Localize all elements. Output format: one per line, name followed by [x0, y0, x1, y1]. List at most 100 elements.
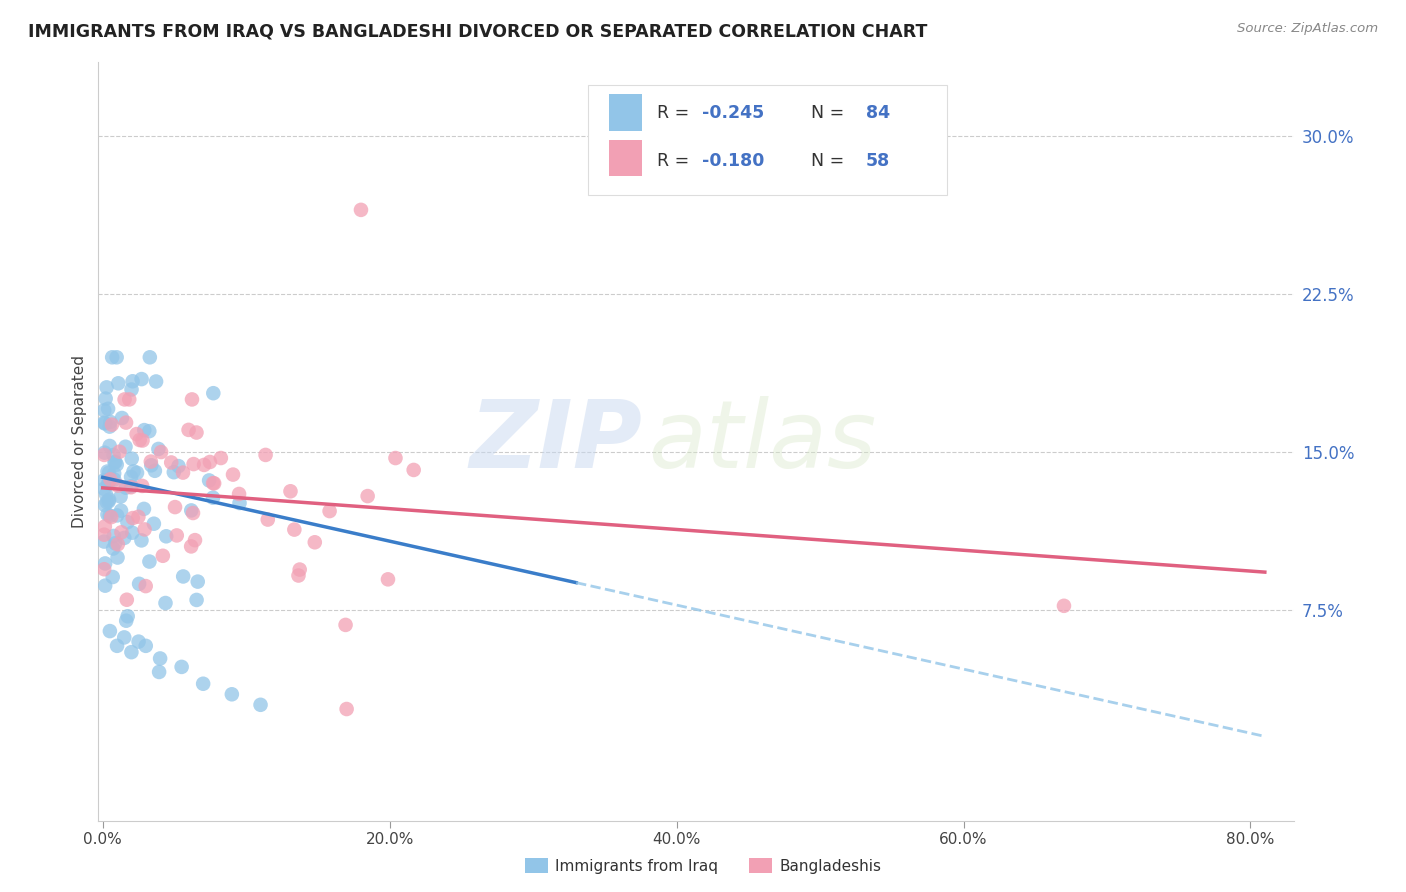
Point [134, 523, 156, 537]
Text: atlas: atlas [648, 396, 876, 487]
Point [128, 433, 150, 447]
Point [112, 531, 135, 545]
Point [120, 480, 142, 494]
Point [131, 372, 153, 386]
Point [96, 495, 118, 509]
Point [318, 504, 340, 518]
Point [143, 464, 166, 478]
Point [170, 660, 193, 674]
Point [96, 380, 118, 394]
Point [101, 417, 124, 432]
Point [145, 375, 167, 389]
Point [107, 550, 129, 565]
Point [98, 472, 121, 486]
Point [108, 444, 131, 458]
Point [336, 702, 359, 716]
Text: Source: ZipAtlas.com: Source: ZipAtlas.com [1237, 22, 1378, 36]
Point [128, 576, 150, 591]
Point [141, 458, 163, 473]
Point [201, 491, 224, 505]
Point [110, 503, 132, 517]
Point [98, 624, 121, 639]
Point [96, 465, 118, 479]
Point [94, 557, 117, 571]
Point [98, 466, 121, 480]
Point [120, 470, 142, 484]
Point [209, 450, 232, 465]
Point [287, 568, 309, 582]
Point [112, 631, 135, 645]
Point [98, 415, 121, 429]
Point [114, 440, 136, 454]
Point [283, 523, 305, 537]
Point [186, 425, 208, 440]
Point [249, 698, 271, 712]
Point [98, 474, 121, 488]
Point [131, 479, 153, 493]
Point [138, 555, 160, 569]
Point [94, 487, 117, 501]
Point [402, 463, 425, 477]
Point [228, 487, 250, 501]
Point [103, 448, 125, 462]
Point [150, 445, 173, 459]
Point [125, 466, 148, 480]
Point [384, 451, 406, 466]
Point [148, 442, 170, 456]
Point [121, 451, 143, 466]
Point [288, 563, 311, 577]
Point [304, 535, 326, 549]
Point [114, 392, 136, 407]
Point [127, 509, 149, 524]
Point [121, 383, 143, 397]
Point [98, 492, 121, 507]
Point [107, 537, 129, 551]
Point [139, 351, 162, 365]
Point [93, 482, 115, 496]
Point [202, 476, 225, 491]
Point [93, 448, 115, 462]
Point [110, 490, 132, 504]
Point [180, 540, 202, 554]
Point [191, 677, 214, 691]
Point [139, 454, 162, 468]
Text: -0.180: -0.180 [702, 152, 765, 170]
Point [103, 473, 125, 487]
Bar [609, 140, 643, 177]
Point [138, 424, 160, 438]
Point [97, 401, 120, 416]
Point [149, 651, 172, 665]
Point [183, 457, 205, 471]
Point [152, 549, 174, 563]
Point [221, 687, 243, 701]
Point [103, 455, 125, 469]
Y-axis label: Divorced or Separated: Divorced or Separated [72, 355, 87, 528]
Text: 84: 84 [866, 104, 890, 122]
Point [104, 536, 127, 550]
Point [94, 519, 117, 533]
Point [120, 645, 142, 659]
Point [121, 479, 143, 493]
Point [181, 392, 204, 407]
Point [155, 596, 177, 610]
Point [115, 592, 138, 607]
Bar [609, 95, 643, 130]
Point [187, 574, 209, 589]
Point [105, 639, 128, 653]
Point [193, 458, 215, 472]
Point [97, 476, 120, 491]
Point [228, 496, 250, 510]
Point [115, 614, 138, 628]
Point [110, 525, 132, 540]
Point [105, 351, 128, 365]
Point [93, 527, 115, 541]
FancyBboxPatch shape [589, 85, 948, 195]
Point [167, 459, 190, 474]
Point [121, 511, 143, 525]
Point [115, 481, 138, 495]
Point [131, 434, 153, 448]
Point [142, 516, 165, 531]
Point [93, 534, 115, 549]
Point [160, 455, 183, 469]
Point [104, 455, 127, 469]
